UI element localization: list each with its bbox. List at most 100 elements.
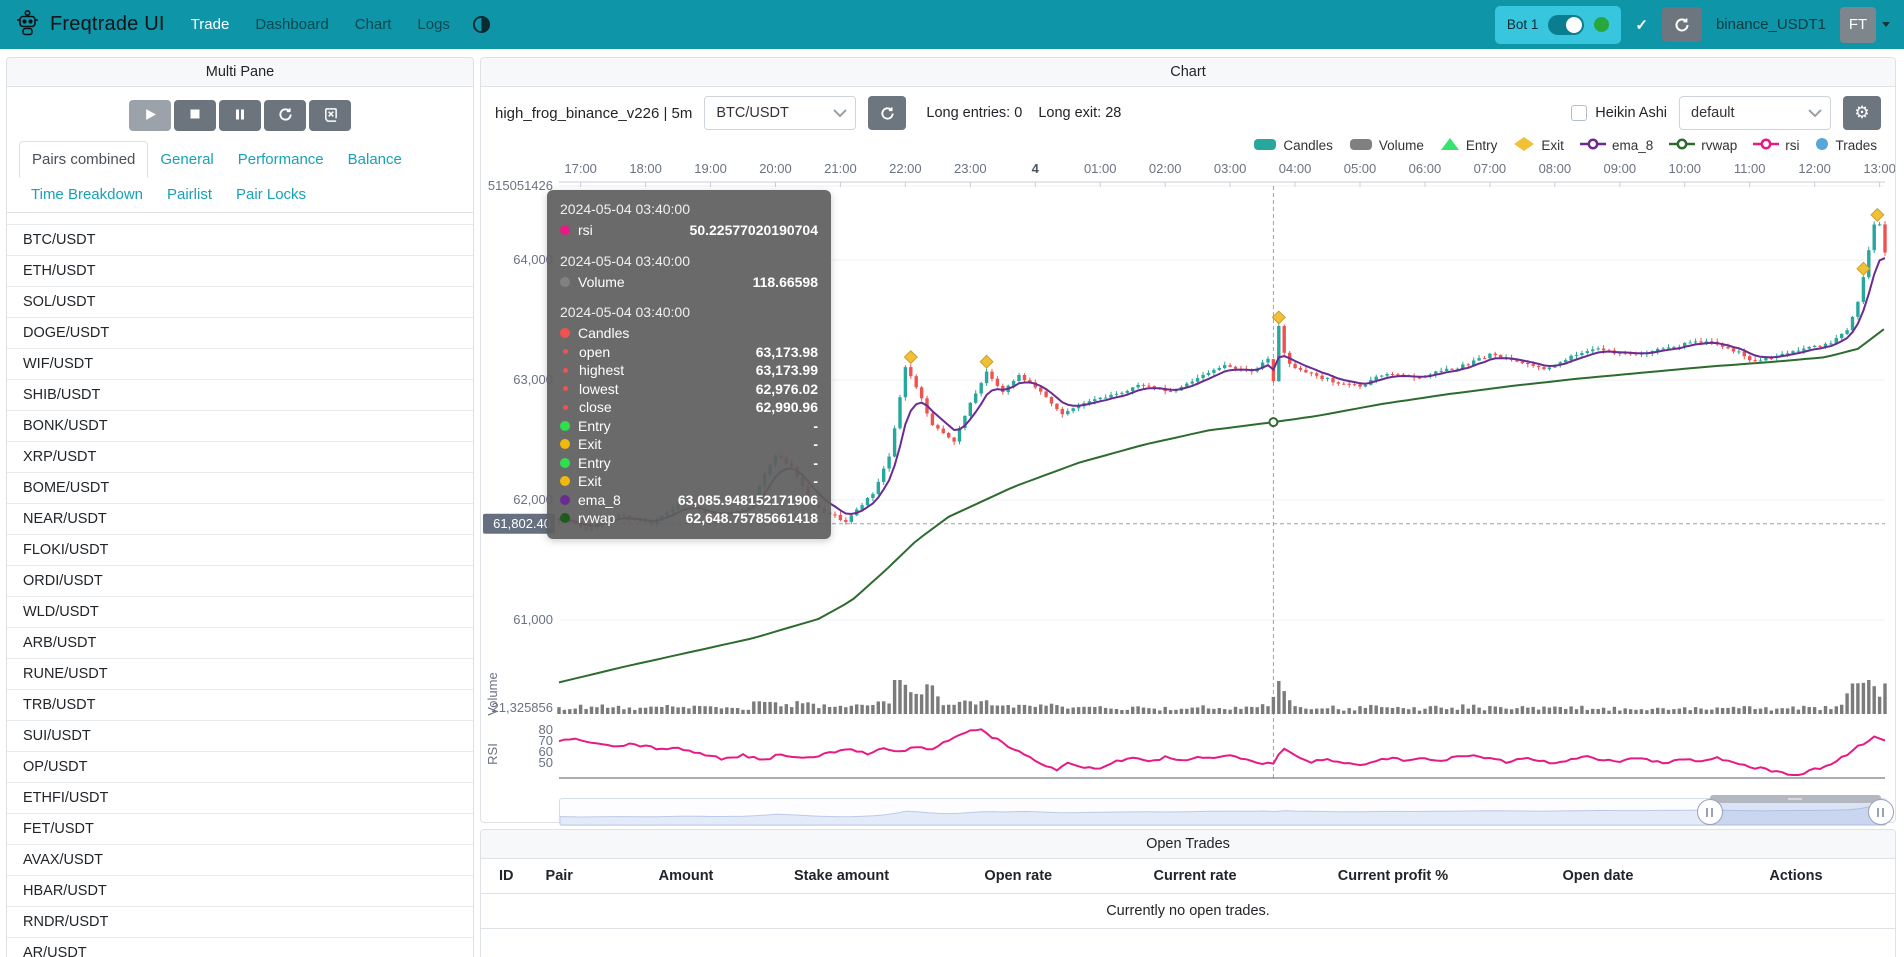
datazoom-left-handle[interactable] (1696, 799, 1723, 825)
tooltip-row: ema_8 63,085.948152171906 (560, 491, 818, 510)
pause-button[interactable] (219, 100, 261, 131)
column-current-profit-: Current profit % (1286, 859, 1500, 894)
refresh-chart-button[interactable] (868, 96, 907, 130)
tab-performance[interactable]: Performance (237, 151, 324, 168)
pair-row[interactable]: BONK/USDT (7, 410, 473, 441)
svg-text:11:00: 11:00 (1734, 161, 1766, 176)
tooltip-row: Candles (560, 324, 818, 343)
stop-button[interactable] (174, 100, 216, 131)
datazoom-selection[interactable] (1709, 799, 1881, 825)
tab-general[interactable]: General (160, 151, 214, 168)
tab-balance[interactable]: Balance (347, 151, 402, 168)
legend-item-ema_8[interactable]: ema_8 (1579, 138, 1653, 153)
legend-item-volume[interactable]: Volume (1349, 138, 1424, 154)
tooltip-date: 2024-05-04 03:40:00 (560, 252, 690, 269)
pair-row[interactable]: AVAX/USDT (7, 844, 473, 875)
pair-row[interactable]: BTC/USDT (7, 224, 473, 255)
pair-row[interactable]: RUNE/USDT (7, 658, 473, 689)
heikin-ashi-checkbox[interactable] (1571, 105, 1588, 121)
multi-pane-tabs: Pairs combined General Performance Balance T… (7, 141, 473, 213)
candlestick-chart[interactable]: 17:00 18:00 19:00 20:00 21:00 22:00 23:00 4 01:0… (481, 156, 1896, 792)
legend-item-rsi[interactable]: rsi (1753, 138, 1799, 153)
reload-bot-button[interactable] (1661, 7, 1702, 42)
tab-pair-locks[interactable]: Pair Locks (236, 186, 307, 203)
empty-trades-message: Currently no open trades. (481, 893, 1895, 929)
pair-row[interactable]: FET/USDT (7, 813, 473, 844)
pair-row[interactable]: TRB/USDT (7, 689, 473, 720)
pair-row[interactable]: OP/USDT (7, 751, 473, 782)
strategy-name: high_frog_binance_v226 | 5m (495, 104, 693, 122)
tab-pairlist[interactable]: Pairlist (167, 186, 213, 203)
chart-area[interactable]: 17:00 18:00 19:00 20:00 21:00 22:00 23:00 4 01:0… (481, 156, 1896, 826)
svg-text:23:00: 23:00 (954, 161, 987, 176)
tooltip-date: 2024-05-04 03:40:00 (560, 201, 690, 217)
svg-text:61,802.40: 61,802.40 (493, 516, 551, 531)
chart-tooltip: 2024-05-04 03:40:00 rsi 50.22577020190704 2… (547, 190, 831, 539)
pair-row[interactable]: ARB/USDT (7, 627, 473, 658)
pair-row[interactable]: RNDR/USDT (7, 906, 473, 937)
nav-item-trade[interactable]: Trade (190, 16, 230, 33)
tooltip-row: rvwap 62,648.75785661418 (560, 509, 818, 528)
reload-button[interactable] (264, 100, 306, 131)
pair-row[interactable]: AR/USDT (7, 937, 473, 957)
chart-panel-title: Chart (481, 58, 1895, 87)
legend-item-exit[interactable]: Exit (1513, 136, 1564, 155)
pair-row[interactable]: BOME/USDT (7, 472, 473, 503)
nav-item-dashboard[interactable]: Dashboard (255, 16, 329, 33)
svg-text:4: 4 (1032, 161, 1040, 176)
nav-item-logs[interactable]: Logs (417, 16, 450, 33)
legend-item-candles[interactable]: Candles (1253, 138, 1333, 154)
pair-row[interactable]: DOGE/USDT (7, 317, 473, 348)
pair-row[interactable]: SHIB/USDT (7, 379, 473, 410)
svg-text:01:00: 01:00 (1084, 161, 1117, 176)
pair-row[interactable]: ETH/USDT (7, 255, 473, 286)
svg-text:50: 50 (539, 755, 553, 770)
pair-row[interactable]: XRP/USDT (7, 441, 473, 472)
tab-time-breakdown[interactable]: Time Breakdown (31, 186, 143, 203)
datazoom-move-handle[interactable] (1709, 795, 1881, 803)
svg-text:80: 80 (539, 722, 553, 737)
pair-row[interactable]: HBAR/USDT (7, 875, 473, 906)
pair-row[interactable]: SUI/USDT (7, 720, 473, 751)
legend-item-rvwap[interactable]: rvwap (1669, 138, 1737, 153)
datazoom-right-handle[interactable] (1867, 799, 1894, 825)
svg-text:61,000: 61,000 (513, 612, 553, 627)
brand[interactable]: Freqtrade UI (14, 9, 165, 41)
svg-text:05:00: 05:00 (1344, 161, 1377, 176)
chevron-down-icon (833, 108, 848, 117)
tooltip-row: Volume 118.66598 (560, 273, 818, 292)
legend-item-trades[interactable]: Trades (1815, 137, 1877, 154)
clear-log-button[interactable] (309, 100, 351, 131)
open-trades-table: ID Pair Amount Stake amount Open rate Current… (481, 859, 1895, 929)
plot-config-select[interactable]: default (1679, 96, 1831, 130)
pair-row[interactable]: NEAR/USDT (7, 503, 473, 534)
chevron-down-icon (1882, 22, 1890, 27)
tooltip-row: Exit - (560, 435, 818, 454)
bot-switcher[interactable]: Bot 1 (1494, 5, 1622, 44)
svg-text:04:00: 04:00 (1279, 161, 1312, 176)
pair-row[interactable]: WIF/USDT (7, 348, 473, 379)
multi-pane-panel: Multi Pane Pairs combined General Performa… (6, 57, 474, 957)
datazoom-slider[interactable] (559, 795, 1894, 826)
tooltip-row: close 62,990.96 (560, 398, 818, 417)
exit-legend-marker (1513, 136, 1535, 155)
plot-settings-button[interactable]: ⚙ (1843, 96, 1881, 130)
tab-pairs-combined[interactable]: Pairs combined (19, 141, 149, 178)
pair-row[interactable]: FLOKI/USDT (7, 534, 473, 565)
avatar[interactable]: FT (1840, 6, 1876, 43)
pair-select[interactable]: BTC/USDT (704, 96, 857, 130)
pair-row[interactable]: ORDI/USDT (7, 565, 473, 596)
legend-item-entry[interactable]: Entry (1440, 137, 1497, 154)
chart-right-controls: Heikin Ashi default ⚙ (1571, 96, 1881, 130)
pair-row[interactable]: WLD/USDT (7, 596, 473, 627)
theme-toggle-icon[interactable] (472, 15, 491, 34)
nav-item-chart[interactable]: Chart (354, 16, 392, 33)
rvwap-legend-marker (1669, 138, 1696, 153)
pair-row[interactable]: SOL/USDT (7, 286, 473, 317)
play-button[interactable] (129, 100, 171, 131)
svg-text:06:00: 06:00 (1409, 161, 1442, 176)
ema_8-legend-marker (1579, 138, 1606, 153)
pair-row[interactable]: ETHFI/USDT (7, 782, 473, 813)
bot-toggle[interactable] (1548, 14, 1585, 35)
user-menu[interactable]: FT (1840, 6, 1890, 43)
